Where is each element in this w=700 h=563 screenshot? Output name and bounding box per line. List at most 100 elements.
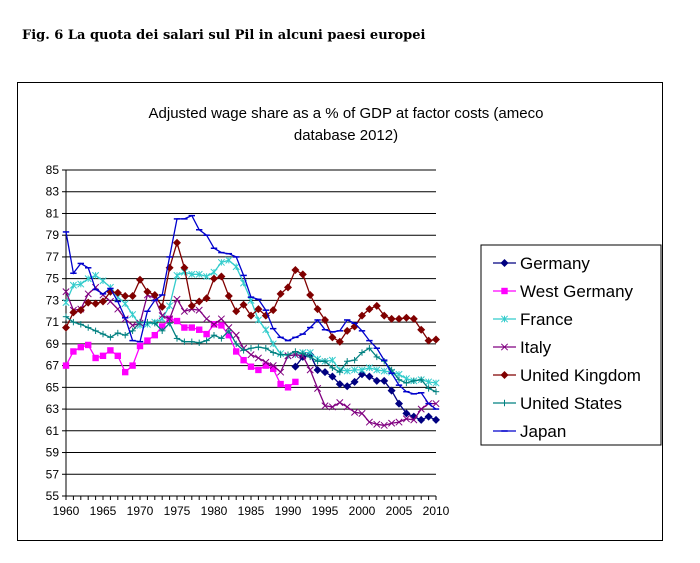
data-point (321, 368, 329, 377)
data-point (247, 345, 255, 352)
data-point (62, 299, 70, 307)
data-point (335, 337, 344, 346)
y-tick-label: 71 (46, 315, 60, 329)
data-point (247, 363, 255, 370)
legend-item-italy: Italy (493, 338, 552, 357)
data-point (218, 335, 225, 342)
data-point (181, 324, 188, 331)
data-point (417, 415, 426, 424)
data-point (402, 409, 411, 418)
y-tick-label: 75 (46, 272, 60, 286)
data-point (70, 318, 77, 326)
data-point (203, 330, 210, 338)
data-point (210, 320, 218, 328)
data-point (203, 315, 211, 323)
y-tick-label: 55 (46, 489, 60, 503)
data-point (501, 399, 508, 407)
data-point (270, 365, 277, 373)
data-point (373, 366, 381, 374)
data-point (180, 307, 188, 315)
legend-label-japan: Japan (520, 422, 566, 441)
data-point (313, 365, 322, 374)
series-west-germany (62, 315, 299, 391)
data-point (292, 348, 299, 355)
data-point (269, 306, 278, 315)
data-point (418, 376, 425, 383)
data-point (335, 380, 344, 389)
data-point (387, 386, 396, 395)
data-point (77, 321, 84, 328)
data-point (344, 358, 351, 365)
x-tick-label: 1975 (164, 504, 191, 518)
data-point (225, 256, 233, 264)
x-tick-label: 1965 (90, 504, 117, 518)
data-point (373, 353, 380, 361)
data-point (240, 347, 247, 354)
legend-item-united-kingdom: United Kingdom (493, 366, 641, 385)
data-point (203, 337, 210, 344)
y-tick-label: 63 (46, 402, 60, 416)
data-point (365, 418, 373, 426)
data-point (62, 288, 70, 296)
data-point (299, 350, 306, 357)
data-point (136, 275, 144, 284)
data-point (395, 376, 403, 383)
data-point (159, 327, 166, 335)
data-point (254, 305, 263, 314)
data-point (291, 265, 300, 274)
data-point (210, 268, 218, 276)
data-point (432, 415, 440, 424)
data-point (306, 366, 314, 374)
data-point (84, 290, 92, 298)
data-point (255, 366, 262, 374)
data-point (500, 371, 509, 379)
data-point (144, 337, 151, 344)
data-point (77, 280, 85, 288)
data-point (254, 354, 262, 362)
data-point (270, 349, 277, 356)
data-point (432, 400, 440, 408)
y-tick-label: 83 (46, 185, 60, 199)
y-tick-label: 61 (46, 424, 60, 438)
data-point (372, 301, 381, 310)
data-point (425, 378, 433, 386)
data-point (351, 356, 358, 364)
x-tick-label: 1970 (127, 504, 154, 518)
y-tick-label: 65 (46, 380, 60, 394)
data-point (195, 270, 203, 278)
data-point (373, 420, 381, 428)
data-point (62, 323, 70, 332)
x-tick-label: 1995 (312, 504, 339, 518)
x-tick-label: 2010 (423, 504, 450, 518)
legend: Germany West Germany France Italy United Kin… (480, 244, 662, 446)
chart-title-line-1: Adjusted wage share as a % of GDP at fac… (149, 105, 544, 122)
data-point (128, 292, 137, 301)
y-tick-label: 81 (46, 206, 60, 220)
data-point (143, 287, 152, 296)
data-point (395, 418, 403, 426)
y-tick-label: 57 (46, 467, 60, 481)
data-point (372, 376, 381, 385)
series-japan (62, 214, 440, 410)
data-point (158, 312, 166, 320)
series-line-united-kingdom (65, 240, 437, 343)
data-point (336, 398, 344, 407)
data-point (240, 356, 247, 364)
data-point (181, 338, 188, 345)
data-point (136, 318, 144, 326)
data-point (380, 311, 389, 320)
data-point (328, 356, 336, 364)
data-point (409, 412, 418, 421)
data-point (129, 327, 136, 335)
data-point (262, 326, 270, 334)
data-point (121, 292, 130, 301)
data-point (225, 327, 232, 335)
data-point (217, 272, 226, 281)
y-tick-label: 77 (46, 250, 60, 264)
data-point (276, 289, 285, 298)
data-point (92, 327, 99, 335)
data-point (232, 331, 240, 339)
data-point (69, 308, 78, 317)
data-point (151, 331, 158, 339)
data-point (188, 270, 196, 278)
